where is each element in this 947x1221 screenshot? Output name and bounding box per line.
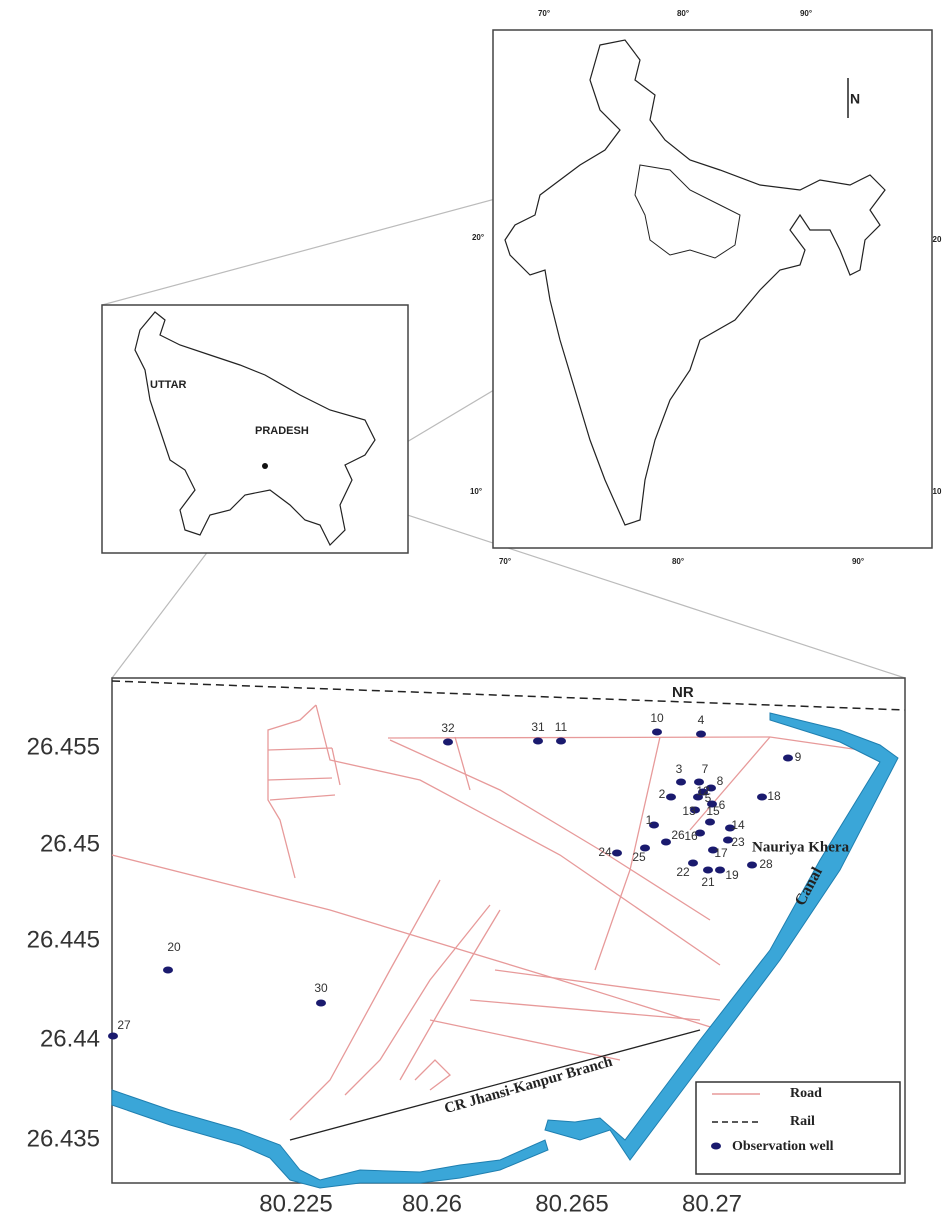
well-label: 1 [646, 813, 653, 827]
well-label: 30 [314, 981, 328, 995]
legend-label: Road [790, 1086, 822, 1101]
well-label: 24 [598, 845, 612, 859]
observation-well [705, 819, 715, 826]
well-label: 13 [682, 804, 696, 818]
degree-label: 20 [933, 235, 942, 244]
legend-well-swatch [711, 1143, 721, 1150]
map-figure: N 70° 80° 90° 70° 80° 90° 20° 10° 20 10 UTTAR PRA… [0, 0, 947, 1221]
observation-well [783, 755, 793, 762]
study-site-dot [262, 463, 268, 469]
observation-well [661, 839, 671, 846]
well-label: 31 [531, 720, 545, 734]
well-label: 4 [698, 713, 705, 727]
observation-well [443, 739, 453, 746]
well-label: 7 [702, 762, 709, 776]
well-label: 23 [731, 835, 745, 849]
observation-well [316, 1000, 326, 1007]
well-label: 15 [706, 804, 720, 818]
well-label: 18 [767, 789, 781, 803]
degree-label: 80° [672, 557, 684, 566]
observation-well [533, 738, 543, 745]
degree-label: 10 [933, 487, 942, 496]
legend-label: Rail [790, 1114, 815, 1129]
well-label: 10 [650, 711, 664, 725]
well-label: 11 [555, 720, 568, 734]
degree-label: 10° [470, 487, 482, 496]
well-label: 9 [795, 750, 802, 764]
x-tick-label: 80.27 [682, 1190, 742, 1217]
observation-well [715, 867, 725, 874]
well-label: 19 [725, 868, 739, 882]
degree-label: 20° [472, 233, 484, 242]
degree-label: 80° [677, 9, 689, 18]
y-tick-label: 26.44 [40, 1025, 100, 1052]
degree-label: 70° [499, 557, 511, 566]
x-tick-label: 80.265 [535, 1190, 608, 1217]
y-tick-label: 26.445 [27, 926, 100, 953]
degree-label: 70° [538, 9, 550, 18]
well-label: 12 [696, 784, 710, 798]
well-label: 14 [731, 818, 745, 832]
well-label: 28 [759, 857, 773, 871]
well-label: 26 [671, 828, 685, 842]
y-tick-label: 26.435 [27, 1125, 100, 1152]
observation-well [612, 850, 622, 857]
rail-label: NR [672, 684, 694, 701]
observation-well [696, 731, 706, 738]
well-label: 6 [719, 798, 726, 812]
observation-well [757, 794, 767, 801]
observation-well [652, 729, 662, 736]
well-label: 22 [676, 865, 690, 879]
well-label: 3 [676, 762, 683, 776]
y-tick-label: 26.455 [27, 733, 100, 760]
observation-well [108, 1033, 118, 1040]
state-label: PRADESH [255, 425, 309, 437]
observation-well [747, 862, 757, 869]
north-label: N [850, 91, 860, 107]
village-label: Nauriya Khera [752, 839, 850, 855]
well-label: 25 [632, 850, 646, 864]
observation-well [163, 967, 173, 974]
x-tick-label: 80.26 [402, 1190, 462, 1217]
well-label: 16 [684, 829, 698, 843]
well-label: 20 [167, 940, 181, 954]
y-tick-label: 26.45 [40, 830, 100, 857]
well-label: 21 [701, 875, 715, 889]
well-label: 8 [717, 774, 724, 788]
degree-label: 90° [852, 557, 864, 566]
observation-well [666, 794, 676, 801]
degree-label: 90° [800, 9, 812, 18]
well-label: 27 [117, 1018, 131, 1032]
well-label: 32 [441, 721, 455, 735]
x-tick-label: 80.225 [259, 1190, 332, 1217]
well-label: 2 [659, 787, 666, 801]
well-label: 17 [714, 846, 728, 860]
state-label: UTTAR [150, 379, 187, 391]
legend-label: Observation well [732, 1139, 834, 1154]
observation-well [556, 738, 566, 745]
observation-well [703, 867, 713, 874]
observation-well [676, 779, 686, 786]
